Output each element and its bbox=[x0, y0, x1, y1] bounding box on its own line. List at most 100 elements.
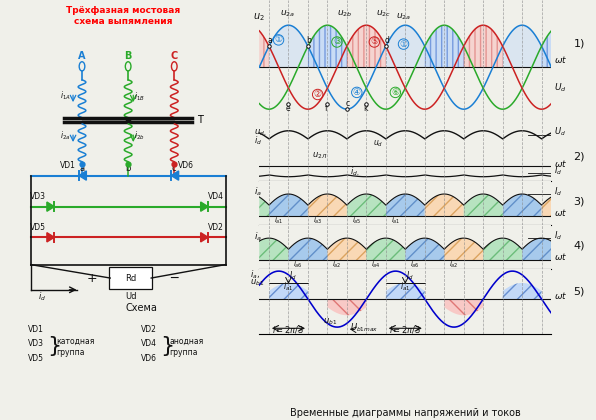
Text: ③: ③ bbox=[333, 37, 341, 47]
Text: $U_d$: $U_d$ bbox=[554, 81, 567, 94]
FancyBboxPatch shape bbox=[109, 267, 152, 289]
Text: VD3: VD3 bbox=[29, 192, 45, 201]
Text: $i_{a6}$: $i_{a6}$ bbox=[293, 260, 303, 270]
Text: $i_{a3}$: $i_{a3}$ bbox=[313, 215, 322, 226]
Text: $l=2\pi/3$: $l=2\pi/3$ bbox=[272, 323, 305, 335]
Text: VD3: VD3 bbox=[28, 339, 44, 349]
Text: f: f bbox=[325, 104, 328, 113]
Text: $\omega t$: $\omega t$ bbox=[554, 207, 567, 218]
Text: ⑤: ⑤ bbox=[370, 37, 378, 47]
Text: $i_a,$: $i_a,$ bbox=[250, 269, 260, 281]
Text: $u_{2Л}$: $u_{2Л}$ bbox=[312, 150, 327, 161]
Text: VD4: VD4 bbox=[141, 339, 157, 349]
Text: $i_{a2}$: $i_{a2}$ bbox=[333, 260, 342, 270]
Text: $u_{2a}$: $u_{2a}$ bbox=[396, 12, 411, 22]
Text: $i_{a4}$: $i_{a4}$ bbox=[371, 260, 381, 270]
Text: $i_a$: $i_a$ bbox=[254, 230, 262, 242]
Text: $i_{a1}$: $i_{a1}$ bbox=[283, 280, 294, 292]
Text: $i_{2b}$: $i_{2b}$ bbox=[134, 130, 144, 142]
Text: $U_d$: $U_d$ bbox=[554, 126, 566, 139]
Text: $u_{2c}$: $u_{2c}$ bbox=[376, 9, 391, 19]
Text: 3): 3) bbox=[573, 197, 585, 207]
Text: $i_{a1}$: $i_{a1}$ bbox=[400, 280, 411, 292]
Text: c: c bbox=[172, 164, 176, 173]
Text: $I_d$: $I_d$ bbox=[554, 164, 562, 177]
Text: VD6: VD6 bbox=[178, 161, 194, 170]
Text: Ud: Ud bbox=[125, 291, 136, 301]
Text: $i_{a6}$: $i_{a6}$ bbox=[410, 260, 420, 270]
Text: VD1: VD1 bbox=[28, 325, 44, 334]
Text: $i_{a1}$: $i_{a1}$ bbox=[274, 215, 284, 226]
Text: Трёхфазная мостовая
схема выпямления: Трёхфазная мостовая схема выпямления bbox=[66, 6, 180, 26]
Text: $\omega t$: $\omega t$ bbox=[554, 158, 567, 169]
Text: $I_d$: $I_d$ bbox=[554, 229, 562, 241]
Polygon shape bbox=[201, 202, 208, 211]
Text: $U_{b1max}$: $U_{b1max}$ bbox=[350, 322, 378, 334]
Text: b: b bbox=[306, 36, 311, 45]
Text: ②: ② bbox=[313, 90, 322, 99]
Text: $i_d$: $i_d$ bbox=[254, 134, 262, 147]
Text: $i_{a2}$: $i_{a2}$ bbox=[449, 260, 459, 270]
Text: 5): 5) bbox=[573, 286, 585, 297]
Text: $\omega t$: $\omega t$ bbox=[554, 290, 567, 301]
Text: VD2: VD2 bbox=[207, 223, 224, 232]
Text: 4): 4) bbox=[573, 241, 585, 251]
Text: VD2: VD2 bbox=[141, 325, 157, 334]
Text: e: e bbox=[285, 104, 290, 113]
Text: A: A bbox=[78, 51, 86, 61]
Text: ①: ① bbox=[275, 35, 283, 45]
Text: a: a bbox=[268, 36, 273, 45]
Text: катодная
группа: катодная группа bbox=[57, 336, 95, 357]
Polygon shape bbox=[171, 171, 179, 180]
Text: $u_{b1}$: $u_{b1}$ bbox=[323, 317, 337, 327]
Polygon shape bbox=[201, 233, 208, 242]
Text: VD4: VD4 bbox=[207, 192, 224, 201]
Text: $i_{1B}$: $i_{1B}$ bbox=[134, 91, 145, 103]
Text: ⑥: ⑥ bbox=[392, 88, 399, 97]
Text: $i_{2a}$: $i_{2a}$ bbox=[60, 130, 71, 142]
Text: a: a bbox=[79, 164, 85, 173]
Text: Схема: Схема bbox=[125, 303, 157, 313]
Text: +: + bbox=[87, 272, 98, 284]
Polygon shape bbox=[47, 233, 54, 242]
Text: $l=2\pi/3$: $l=2\pi/3$ bbox=[389, 323, 421, 335]
Text: 1): 1) bbox=[573, 38, 585, 48]
Text: $i_a$: $i_a$ bbox=[254, 186, 262, 198]
Text: $u_{b1}$: $u_{b1}$ bbox=[250, 278, 264, 288]
Text: 2): 2) bbox=[573, 152, 585, 162]
Text: $I_d$: $I_d$ bbox=[406, 270, 414, 282]
Text: $i_{1A}$: $i_{1A}$ bbox=[60, 90, 71, 102]
Text: $I_d$: $I_d$ bbox=[290, 270, 297, 282]
Text: VD5: VD5 bbox=[28, 354, 44, 363]
Text: }: } bbox=[160, 336, 174, 357]
Text: Rd: Rd bbox=[125, 273, 136, 283]
Polygon shape bbox=[79, 171, 86, 180]
Text: $\omega t$: $\omega t$ bbox=[554, 54, 567, 65]
Text: анодная
группа: анодная группа bbox=[169, 336, 203, 357]
Text: VD5: VD5 bbox=[29, 223, 45, 232]
Text: T: T bbox=[197, 115, 203, 125]
Text: $u_{2a}$: $u_{2a}$ bbox=[280, 9, 295, 19]
Text: VD6: VD6 bbox=[141, 354, 157, 363]
Text: $i_{d,}$: $i_{d,}$ bbox=[350, 165, 359, 178]
Text: }: } bbox=[48, 336, 61, 357]
Text: Временные диаграммы напряжений и токов: Временные диаграммы напряжений и токов bbox=[290, 408, 521, 418]
Text: B: B bbox=[125, 51, 132, 61]
Text: c: c bbox=[346, 99, 350, 108]
Text: $i_{a5}$: $i_{a5}$ bbox=[352, 215, 361, 226]
Text: ④: ④ bbox=[353, 88, 361, 97]
Text: ─: ─ bbox=[170, 272, 178, 284]
Text: $u_{d,}$: $u_{d,}$ bbox=[254, 128, 266, 138]
Text: $u_2$: $u_2$ bbox=[253, 11, 265, 23]
Polygon shape bbox=[47, 202, 54, 211]
Text: $u_{2b}$: $u_{2b}$ bbox=[337, 9, 353, 19]
Text: k: k bbox=[363, 104, 368, 113]
Text: ①: ① bbox=[399, 39, 408, 49]
Text: C: C bbox=[170, 51, 178, 61]
Text: VD1: VD1 bbox=[60, 161, 76, 170]
Text: $\omega t$: $\omega t$ bbox=[554, 252, 567, 262]
Text: $i_d$: $i_d$ bbox=[38, 290, 46, 302]
Text: b: b bbox=[125, 164, 131, 173]
Text: $i_{a1}$: $i_{a1}$ bbox=[391, 215, 401, 226]
Text: d: d bbox=[384, 36, 389, 45]
